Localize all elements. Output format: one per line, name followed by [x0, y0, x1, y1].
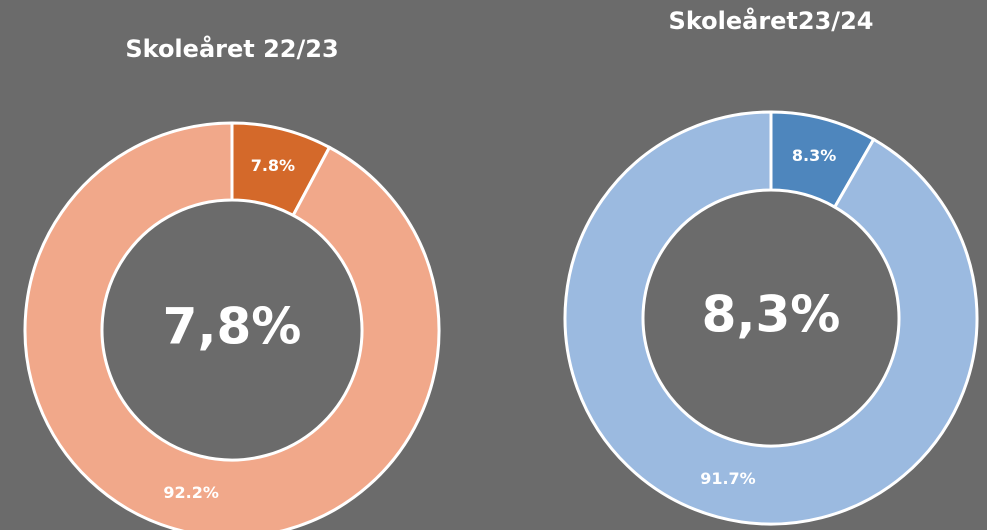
center-label: 8,3%	[702, 286, 841, 344]
chart-title: Skoleåret23/24	[669, 6, 874, 35]
slice-label: 92.2%	[163, 483, 219, 502]
donut-slice	[23, 121, 441, 530]
donut-slice	[563, 110, 979, 526]
slice-label: 8.3%	[792, 146, 836, 165]
chart-title: Skoleåret 22/23	[125, 34, 338, 63]
slice-label: 7.8%	[251, 156, 295, 175]
slice-label: 91.7%	[700, 469, 756, 488]
center-label: 7,8%	[163, 298, 302, 356]
